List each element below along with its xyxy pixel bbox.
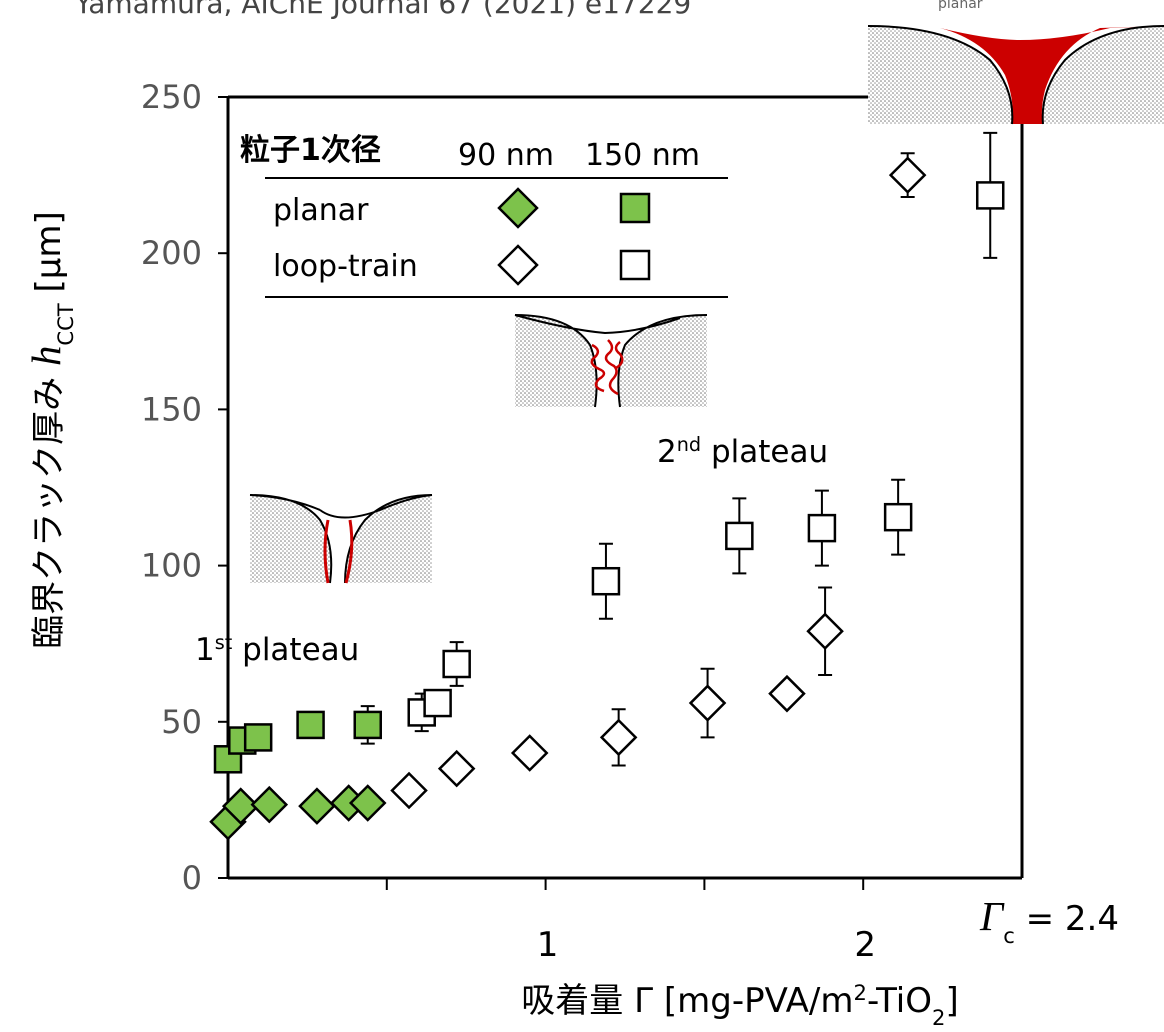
text-part: 臨界クラック厚み (29, 366, 69, 649)
inset-label: planar (938, 0, 983, 12)
square-marker (977, 182, 1003, 208)
inset-middle (515, 300, 707, 407)
inset-left (250, 480, 432, 583)
citation: Yamamura, AIChE Journal 67 (2021) e17229 (74, 0, 691, 20)
text-part: c (1003, 923, 1015, 948)
diamond-marker (513, 736, 547, 770)
diamond-marker (602, 720, 636, 754)
annotation: Γc = 2.4 (979, 894, 1119, 948)
square-marker (809, 515, 835, 541)
square-marker (593, 568, 619, 594)
legend-row: loop-train (273, 249, 418, 284)
text-part: Γ (979, 894, 1005, 939)
diamond-marker (252, 788, 286, 822)
square-marker (298, 712, 324, 738)
legend: 粒子1次径 90 nm 150 nm planar loop-train (240, 133, 728, 297)
legend-title: 粒子1次径 (240, 133, 381, 168)
text-part: 2 (657, 434, 677, 470)
diamond-marker (392, 774, 426, 808)
diamond-marker (691, 686, 725, 720)
chart: 粒子1次径 90 nm 150 nm planar loop-train 0 50… (0, 0, 1164, 1032)
legend-marker (499, 189, 537, 227)
legend-marker (621, 251, 649, 279)
y-tick-label: 0 (182, 859, 202, 897)
annotation: 2nd plateau (657, 433, 828, 471)
legend-column: 150 nm (585, 138, 700, 173)
text-part: 1 (195, 632, 215, 668)
text-part: Yamamura, AIChE Journal 67 (2021) e17229 (74, 0, 691, 20)
text-part: h (24, 346, 69, 366)
legend-marker (499, 246, 537, 284)
diamond-marker (808, 614, 842, 648)
y-axis-label: 臨界クラック厚み hCCT [μm] (24, 211, 78, 649)
square-marker (885, 504, 911, 530)
y-tick-label: 50 (161, 703, 202, 741)
square-marker (726, 523, 752, 549)
x-axis-label: 吸着量 Γ [mg-PVA/m2-TiO2] (521, 980, 958, 1030)
legend-marker (621, 194, 649, 222)
x-tick-label: 1 (537, 925, 559, 965)
text-part: nd (677, 433, 701, 456)
diamond-marker (891, 158, 925, 192)
annotation: 1st plateau (195, 631, 359, 669)
text-part: 2 (854, 980, 867, 1005)
text-part: st (215, 631, 233, 654)
legend-row: planar (273, 193, 369, 228)
diamond-marker (770, 677, 804, 711)
text-part: ] (945, 981, 958, 1021)
y-tick-label: 150 (141, 390, 202, 428)
y-tick-label: 100 (141, 547, 202, 585)
text-part: 吸着量 Γ [mg-PVA/m (521, 981, 853, 1021)
square-marker (444, 651, 470, 677)
text-part: plateau (232, 632, 359, 668)
text-part: = 2.4 (1015, 899, 1119, 939)
text-part: -TiO (867, 981, 932, 1021)
inset-top (868, 0, 1164, 124)
text-part: 2 (932, 1005, 945, 1030)
text-part: CCT (53, 303, 78, 345)
page: {"chart_data":{"type":"scatter", "annota… (0, 0, 1164, 1032)
diamond-marker (300, 789, 334, 823)
y-tick-label: 200 (141, 234, 202, 272)
diamond-marker (351, 786, 385, 820)
text-part: [μm] (29, 211, 69, 303)
square-marker (245, 724, 271, 750)
x-tick-label: 2 (854, 925, 876, 965)
square-marker (355, 712, 381, 738)
legend-column: 90 nm (458, 138, 554, 173)
text-part: plateau (701, 434, 828, 470)
square-marker (425, 690, 451, 716)
y-tick-label: 250 (141, 78, 202, 116)
diamond-marker (440, 752, 474, 786)
text-part: planar (938, 0, 983, 12)
